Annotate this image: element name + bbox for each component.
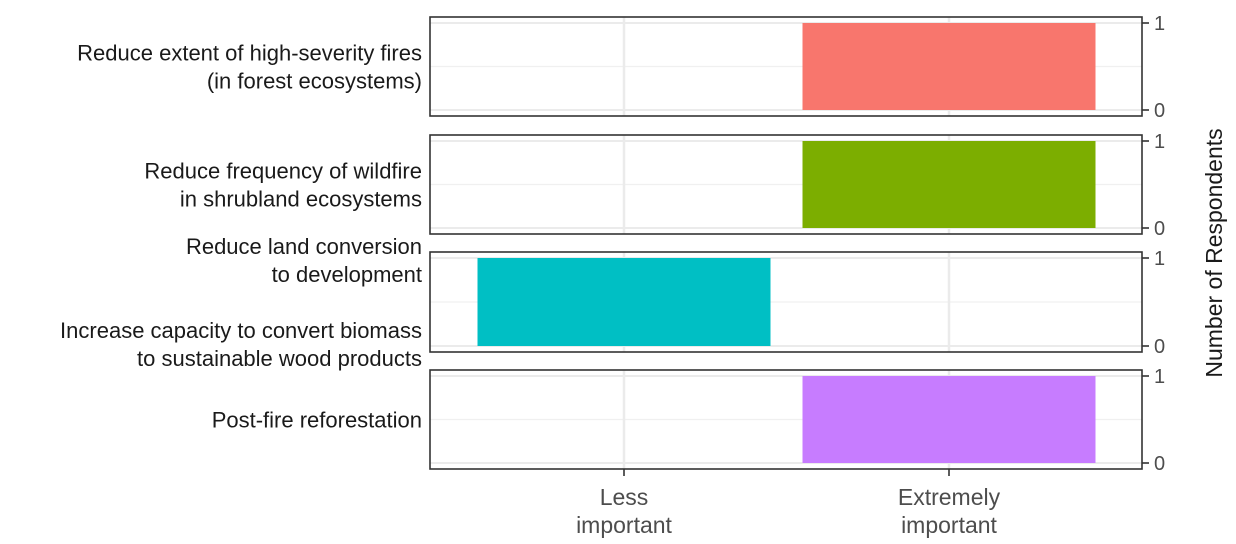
- bar: [802, 141, 1096, 228]
- facet-label: (in forest ecosystems): [207, 69, 422, 94]
- y-axis-title: Number of Respondents: [1201, 128, 1227, 377]
- facet-label: Post-fire reforestation: [212, 408, 422, 433]
- facet-panel: 01: [429, 366, 1165, 475]
- y-tick-label: 1: [1154, 248, 1165, 270]
- facet-label: to development: [272, 262, 422, 287]
- panel-border: [429, 16, 1143, 117]
- x-tick-label: Less: [600, 484, 649, 510]
- y-tick-label: 1: [1154, 13, 1165, 35]
- facet-panel: 01: [429, 248, 1165, 358]
- bar: [802, 376, 1096, 463]
- y-tick-label: 0: [1154, 453, 1165, 475]
- bar: [477, 258, 771, 346]
- panel-border: [429, 134, 1143, 235]
- facet-label: to sustainable wood products: [137, 346, 422, 371]
- facet-labels: Reduce extent of high-severity fires (in …: [60, 41, 422, 433]
- facet-panel: 01: [429, 13, 1165, 122]
- y-tick-label: 0: [1154, 100, 1165, 122]
- x-tick-label: Extremely: [898, 484, 1001, 510]
- facet-panel: 01: [429, 131, 1165, 240]
- y-tick-label: 0: [1154, 218, 1165, 240]
- x-tick-label: important: [576, 512, 672, 538]
- panel-border: [429, 369, 1143, 470]
- y-tick-label: 1: [1154, 131, 1165, 153]
- facet-label: Reduce land conversion: [186, 234, 422, 259]
- facet-label: Reduce extent of high-severity fires: [77, 41, 422, 66]
- bar: [802, 23, 1096, 110]
- facet-label: Reduce frequency of wildfire: [144, 159, 422, 184]
- facet-label: in shrubland ecosystems: [180, 187, 422, 212]
- y-tick-label: 1: [1154, 366, 1165, 388]
- panel-border: [429, 251, 1143, 353]
- y-tick-label: 0: [1154, 336, 1165, 358]
- x-tick-label: important: [901, 512, 997, 538]
- facet-label: Increase capacity to convert biomass: [60, 318, 422, 343]
